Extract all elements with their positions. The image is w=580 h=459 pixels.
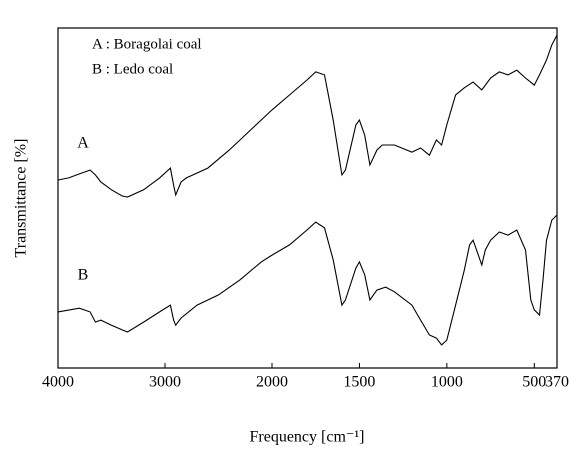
series-label: B bbox=[78, 267, 89, 284]
series-label: A bbox=[77, 135, 89, 152]
spectrum-line bbox=[57, 34, 558, 198]
x-tick-label: 500 bbox=[522, 374, 546, 391]
x-tick-label: 3000 bbox=[149, 374, 181, 391]
x-tick-label: 1500 bbox=[343, 374, 375, 391]
annotation: A : Boragolai coal bbox=[92, 36, 202, 52]
annotation: B : Ledo coal bbox=[92, 61, 173, 77]
x-tick-label: 1000 bbox=[431, 374, 463, 391]
x-tick-label: 2000 bbox=[256, 374, 288, 391]
x-tick-label: 4000 bbox=[42, 374, 74, 391]
x-axis-label: Frequency [cm⁻¹] bbox=[250, 429, 365, 446]
spectrum-line bbox=[57, 214, 558, 346]
x-tick-label: 370 bbox=[545, 374, 569, 391]
plot-frame bbox=[57, 27, 558, 369]
y-axis-label: Transmittance [%] bbox=[13, 139, 30, 258]
